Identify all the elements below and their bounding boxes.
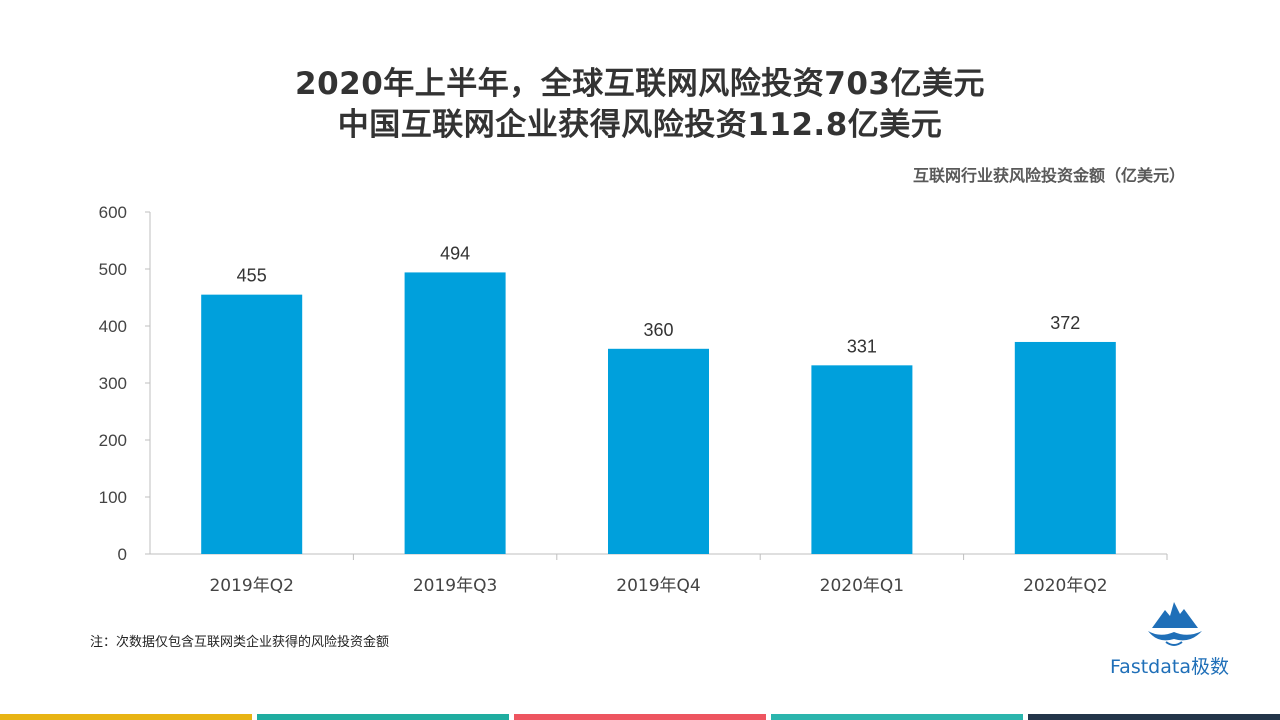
bottom-accent-bars bbox=[0, 714, 1280, 720]
bar-chart: 0 100 200 300 400 500 600 455 2019年Q2 494 2019年Q3 3… bbox=[99, 203, 1168, 596]
y-tick-label: 600 bbox=[99, 203, 127, 222]
data-label: 494 bbox=[440, 243, 470, 263]
logo-text: Fastdata极数 bbox=[1110, 656, 1229, 678]
y-tick-label: 500 bbox=[99, 260, 127, 279]
x-tick-label: 2019年Q2 bbox=[209, 576, 293, 596]
bar bbox=[1014, 341, 1116, 554]
bar bbox=[608, 348, 709, 554]
y-tick-label: 200 bbox=[99, 431, 127, 450]
x-tick-label: 2019年Q3 bbox=[413, 576, 497, 596]
mountain-logo-icon bbox=[1148, 602, 1202, 646]
x-tick-label: 2020年Q2 bbox=[1023, 576, 1107, 596]
page-title-line1: 2020年上半年，全球互联网风险投资703亿美元 bbox=[295, 66, 985, 102]
accent-bar-1 bbox=[0, 714, 252, 720]
fastdata-logo: Fastdata极数 bbox=[1110, 598, 1240, 678]
bar bbox=[811, 365, 913, 554]
y-tick-label: 300 bbox=[99, 374, 127, 393]
bar bbox=[201, 294, 303, 554]
data-label: 455 bbox=[237, 266, 267, 286]
data-label: 372 bbox=[1050, 313, 1080, 333]
chart-subtitle: 互联网行业获风险投资金额（亿美元） bbox=[912, 166, 1185, 185]
footnote: 注：次数据仅包含互联网类企业获得的风险投资金额 bbox=[90, 635, 390, 650]
bar bbox=[404, 272, 506, 554]
y-tick-label: 0 bbox=[118, 545, 127, 564]
x-tick-label: 2019年Q4 bbox=[616, 576, 700, 596]
accent-bar-5 bbox=[1028, 714, 1280, 720]
y-tick-label: 100 bbox=[99, 488, 127, 507]
page-title-line2: 中国互联网企业获得风险投资112.8亿美元 bbox=[337, 107, 943, 143]
y-tick-label: 400 bbox=[99, 317, 127, 336]
data-label: 360 bbox=[643, 320, 673, 340]
data-label: 331 bbox=[847, 336, 877, 356]
accent-bar-2 bbox=[257, 714, 509, 720]
accent-bar-3 bbox=[514, 714, 766, 720]
accent-bar-4 bbox=[771, 714, 1023, 720]
x-tick-label: 2020年Q1 bbox=[820, 576, 904, 596]
